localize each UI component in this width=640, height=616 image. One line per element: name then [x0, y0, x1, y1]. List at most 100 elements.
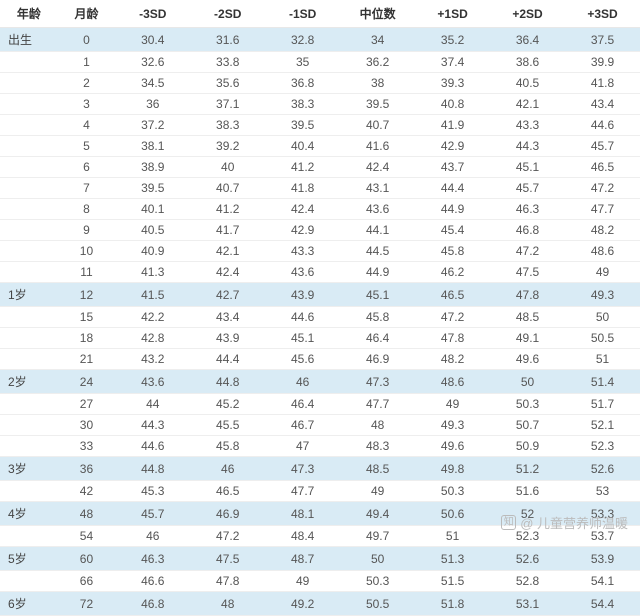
value-cell: 44 [115, 394, 190, 415]
value-cell: 47.5 [190, 547, 265, 571]
value-cell: 43.1 [340, 178, 415, 199]
value-cell: 44.3 [115, 415, 190, 436]
value-cell: 53 [565, 481, 640, 502]
value-cell: 50.7 [490, 415, 565, 436]
value-cell: 33 [58, 436, 116, 457]
value-cell: 45.4 [415, 220, 490, 241]
table-row: 3岁3644.84647.348.549.851.252.6 [0, 457, 640, 481]
value-cell: 51.7 [565, 394, 640, 415]
table-row: 6646.647.84950.351.552.854.1 [0, 571, 640, 592]
value-cell: 43.6 [265, 262, 340, 283]
value-cell: 50 [340, 547, 415, 571]
age-cell [0, 73, 58, 94]
value-cell: 49.6 [490, 349, 565, 370]
value-cell: 43.9 [190, 328, 265, 349]
growth-table: 年龄月龄-3SD-2SD-1SD中位数+1SD+2SD+3SD 出生030.43… [0, 0, 640, 616]
table-row: 2143.244.445.646.948.249.651 [0, 349, 640, 370]
value-cell: 52 [490, 502, 565, 526]
value-cell: 48.7 [265, 547, 340, 571]
value-cell: 47.2 [415, 307, 490, 328]
value-cell: 49 [265, 571, 340, 592]
value-cell: 43.7 [415, 157, 490, 178]
value-cell: 44.3 [490, 136, 565, 157]
table-row: 739.540.741.843.144.445.747.2 [0, 178, 640, 199]
value-cell: 36 [115, 94, 190, 115]
column-header: +2SD [490, 0, 565, 28]
value-cell: 47 [265, 436, 340, 457]
table-row: 437.238.339.540.741.943.344.6 [0, 115, 640, 136]
value-cell: 50.5 [565, 328, 640, 349]
value-cell: 41.5 [115, 283, 190, 307]
value-cell: 42.4 [265, 199, 340, 220]
value-cell: 45.8 [415, 241, 490, 262]
value-cell: 5 [58, 136, 116, 157]
column-header: +1SD [415, 0, 490, 28]
value-cell: 54.4 [565, 592, 640, 616]
value-cell: 36.2 [340, 52, 415, 73]
table-row: 840.141.242.443.644.946.347.7 [0, 199, 640, 220]
table-header-row: 年龄月龄-3SD-2SD-1SD中位数+1SD+2SD+3SD [0, 0, 640, 28]
value-cell: 52.8 [490, 571, 565, 592]
value-cell: 51.3 [415, 547, 490, 571]
value-cell: 38 [340, 73, 415, 94]
value-cell: 50.3 [415, 481, 490, 502]
value-cell: 52.3 [490, 526, 565, 547]
value-cell: 53.9 [565, 547, 640, 571]
age-cell [0, 52, 58, 73]
value-cell: 46.3 [490, 199, 565, 220]
column-header: +3SD [565, 0, 640, 28]
value-cell: 60 [58, 547, 116, 571]
value-cell: 42.1 [190, 241, 265, 262]
value-cell: 48.4 [265, 526, 340, 547]
value-cell: 49.6 [415, 436, 490, 457]
value-cell: 51.4 [565, 370, 640, 394]
value-cell: 51.2 [490, 457, 565, 481]
value-cell: 52.6 [490, 547, 565, 571]
table-row: 6岁7246.84849.250.551.853.154.4 [0, 592, 640, 616]
value-cell: 34.5 [115, 73, 190, 94]
value-cell: 37.4 [415, 52, 490, 73]
value-cell: 38.9 [115, 157, 190, 178]
value-cell: 50 [490, 370, 565, 394]
value-cell: 40.9 [115, 241, 190, 262]
value-cell: 48.6 [565, 241, 640, 262]
age-cell [0, 262, 58, 283]
value-cell: 37.1 [190, 94, 265, 115]
table-row: 132.633.83536.237.438.639.9 [0, 52, 640, 73]
value-cell: 44.1 [340, 220, 415, 241]
value-cell: 41.2 [190, 199, 265, 220]
value-cell: 40.7 [340, 115, 415, 136]
value-cell: 45.1 [340, 283, 415, 307]
table-row: 538.139.240.441.642.944.345.7 [0, 136, 640, 157]
table-row: 5岁6046.347.548.75051.352.653.9 [0, 547, 640, 571]
value-cell: 46 [115, 526, 190, 547]
age-cell [0, 526, 58, 547]
value-cell: 36 [58, 457, 116, 481]
table-row: 3044.345.546.74849.350.752.1 [0, 415, 640, 436]
value-cell: 12 [58, 283, 116, 307]
value-cell: 52.6 [565, 457, 640, 481]
value-cell: 1 [58, 52, 116, 73]
value-cell: 52.1 [565, 415, 640, 436]
value-cell: 46.9 [340, 349, 415, 370]
value-cell: 15 [58, 307, 116, 328]
value-cell: 40.1 [115, 199, 190, 220]
value-cell: 42 [58, 481, 116, 502]
value-cell: 40.8 [415, 94, 490, 115]
age-cell [0, 436, 58, 457]
value-cell: 49.7 [340, 526, 415, 547]
value-cell: 41.6 [340, 136, 415, 157]
value-cell: 46 [190, 457, 265, 481]
age-cell: 6岁 [0, 592, 58, 616]
value-cell: 47.8 [415, 328, 490, 349]
value-cell: 40 [190, 157, 265, 178]
value-cell: 44.6 [265, 307, 340, 328]
value-cell: 41.9 [415, 115, 490, 136]
value-cell: 49.3 [565, 283, 640, 307]
value-cell: 41.8 [565, 73, 640, 94]
value-cell: 72 [58, 592, 116, 616]
value-cell: 47.3 [340, 370, 415, 394]
value-cell: 45.8 [190, 436, 265, 457]
age-cell [0, 178, 58, 199]
value-cell: 47.2 [190, 526, 265, 547]
